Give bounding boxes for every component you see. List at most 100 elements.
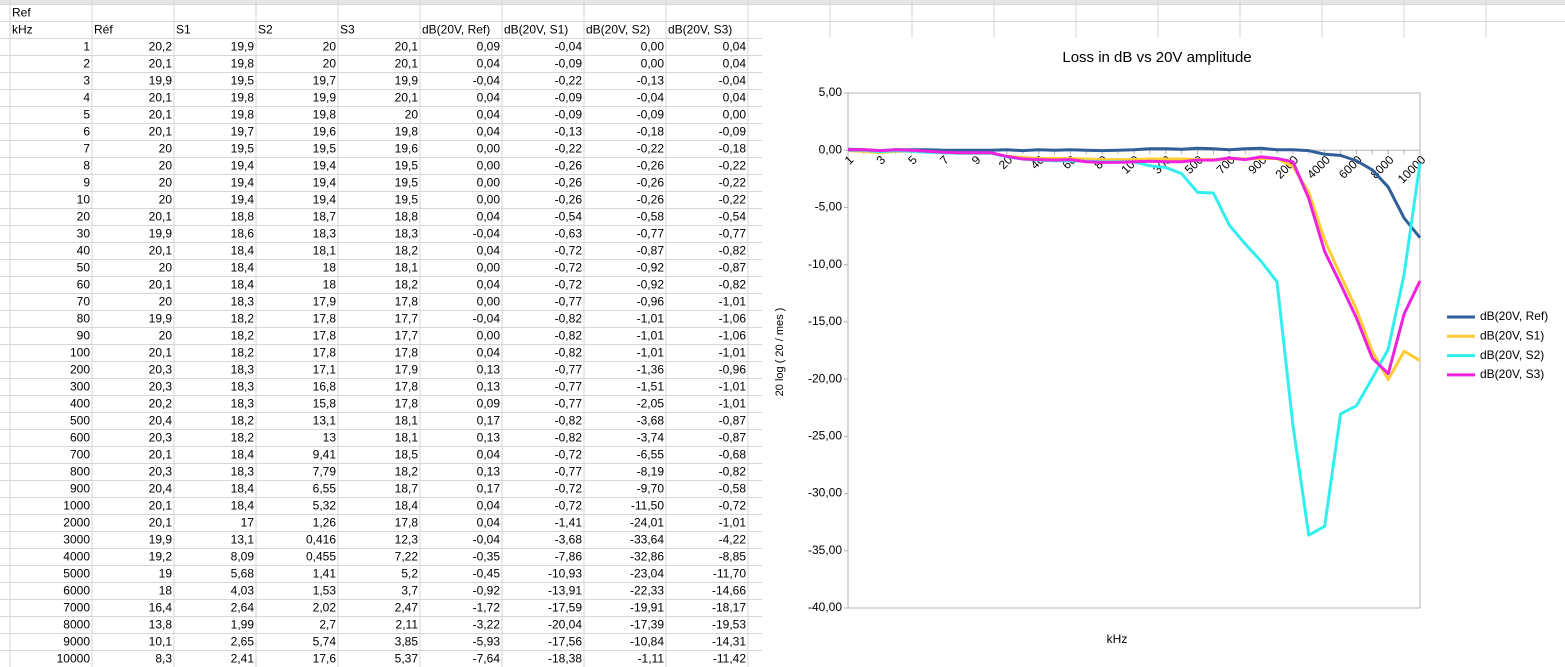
cells: Ref kHz Réf S1 S2 S3 dB(20V, Ref) dB(20V, S1) dB… [12, 6, 746, 666]
legend-label: dB(20V, Ref) [1480, 309, 1548, 323]
legend-label: dB(20V, S2) [1480, 348, 1544, 362]
header-cell: dB(20V, S2) [586, 23, 650, 37]
series-line [847, 146, 1422, 239]
cell: 19,9 [149, 312, 173, 326]
cell: 3,85 [395, 635, 419, 649]
cell: 20,1 [395, 40, 419, 54]
cell: -33,64 [630, 533, 664, 547]
cell: 2,47 [395, 601, 419, 615]
cell: 19,8 [395, 125, 419, 139]
cell: 20,1 [395, 91, 419, 105]
cell: -10,84 [630, 635, 664, 649]
cell: -0,58 [719, 482, 747, 496]
cell: 1,99 [231, 618, 255, 632]
cell: -0,18 [637, 125, 665, 139]
cell: -17,56 [548, 635, 582, 649]
cell: 19,6 [313, 125, 337, 139]
cell: 19,5 [395, 159, 419, 173]
cell: 19,7 [313, 74, 337, 88]
cell: 0,04 [477, 108, 501, 122]
cell: -0,26 [555, 193, 583, 207]
cell: 13,1 [313, 414, 337, 428]
cell: 0,00 [723, 108, 747, 122]
cell: 18,1 [395, 414, 419, 428]
cell: 19,4 [231, 176, 255, 190]
y-tick-label: -5,00 [815, 200, 843, 214]
cell: -0,77 [555, 397, 583, 411]
cell: 18,8 [231, 210, 255, 224]
cell: 200 [70, 363, 90, 377]
cell: 20,1 [149, 448, 173, 462]
cell: 20,1 [149, 57, 173, 71]
plot-frame [847, 92, 1421, 609]
cell: 17,8 [395, 380, 419, 394]
cell: 700 [70, 448, 90, 462]
cell: 18,8 [395, 210, 419, 224]
cell: -0,22 [555, 74, 583, 88]
cell: 0,13 [477, 363, 501, 377]
cell: -23,04 [630, 567, 664, 581]
cell: 4 [83, 91, 90, 105]
cell: 2,41 [231, 652, 255, 666]
y-tick-label: -15,00 [808, 314, 842, 328]
cell: -18,17 [712, 601, 746, 615]
cell: 19 [159, 567, 173, 581]
cell: -3,68 [555, 533, 583, 547]
y-tick-label: 5,00 [819, 85, 843, 99]
cell: 0,00 [477, 329, 501, 343]
cell: -0,77 [719, 227, 747, 241]
cell: 18,2 [231, 346, 255, 360]
y-tick-label: -40,00 [808, 600, 842, 614]
cell: 7,79 [313, 465, 337, 479]
cell: 0,00 [477, 159, 501, 173]
cell: 5,74 [313, 635, 337, 649]
cell: 5,32 [313, 499, 337, 513]
cell: 18,4 [395, 499, 419, 513]
cell: 15,8 [313, 397, 337, 411]
cell: 2,7 [319, 618, 336, 632]
cell: 18,4 [231, 278, 255, 292]
cell: 6000 [63, 584, 90, 598]
cell: 20 [159, 261, 173, 275]
cell: 20,3 [149, 380, 173, 394]
cell: 20,1 [149, 516, 173, 530]
cell: 18 [323, 278, 337, 292]
cell: 0,04 [477, 278, 501, 292]
cell: 1,41 [313, 567, 337, 581]
cell: 6,55 [313, 482, 337, 496]
cell: -0,54 [719, 210, 747, 224]
cell: 19,9 [313, 91, 337, 105]
cell: -0,09 [555, 91, 583, 105]
cell: -0,26 [637, 193, 665, 207]
cell: 13,8 [149, 618, 173, 632]
cell: 18,4 [231, 261, 255, 275]
cell: -0,26 [555, 159, 583, 173]
cell: -2,05 [637, 397, 665, 411]
cell: 20 [159, 142, 173, 156]
cell: 20,1 [149, 125, 173, 139]
cell: 19,5 [395, 193, 419, 207]
cell: -0,54 [555, 210, 583, 224]
cell: -0,96 [719, 363, 747, 377]
cell: 5000 [63, 567, 90, 581]
cell: -0,87 [637, 244, 665, 258]
cell: 18,4 [231, 482, 255, 496]
cell: -6,55 [637, 448, 665, 462]
cell: 17,9 [313, 295, 337, 309]
cell: 20,3 [149, 363, 173, 377]
cell: -0,77 [637, 227, 665, 241]
cell: -18,38 [548, 652, 582, 666]
cell: -0,96 [637, 295, 665, 309]
cell: 20,1 [149, 210, 173, 224]
cell: 20 [159, 193, 173, 207]
cell: 19,4 [313, 176, 337, 190]
cell: -0,92 [473, 584, 501, 598]
cell: 7,22 [395, 550, 419, 564]
cell: 20,1 [149, 278, 173, 292]
cell: 18 [323, 261, 337, 275]
cell: -20,04 [548, 618, 582, 632]
cell: 20 [323, 40, 337, 54]
cell: -0,26 [637, 159, 665, 173]
cell: 13,1 [231, 533, 255, 547]
cell: 17,8 [395, 346, 419, 360]
